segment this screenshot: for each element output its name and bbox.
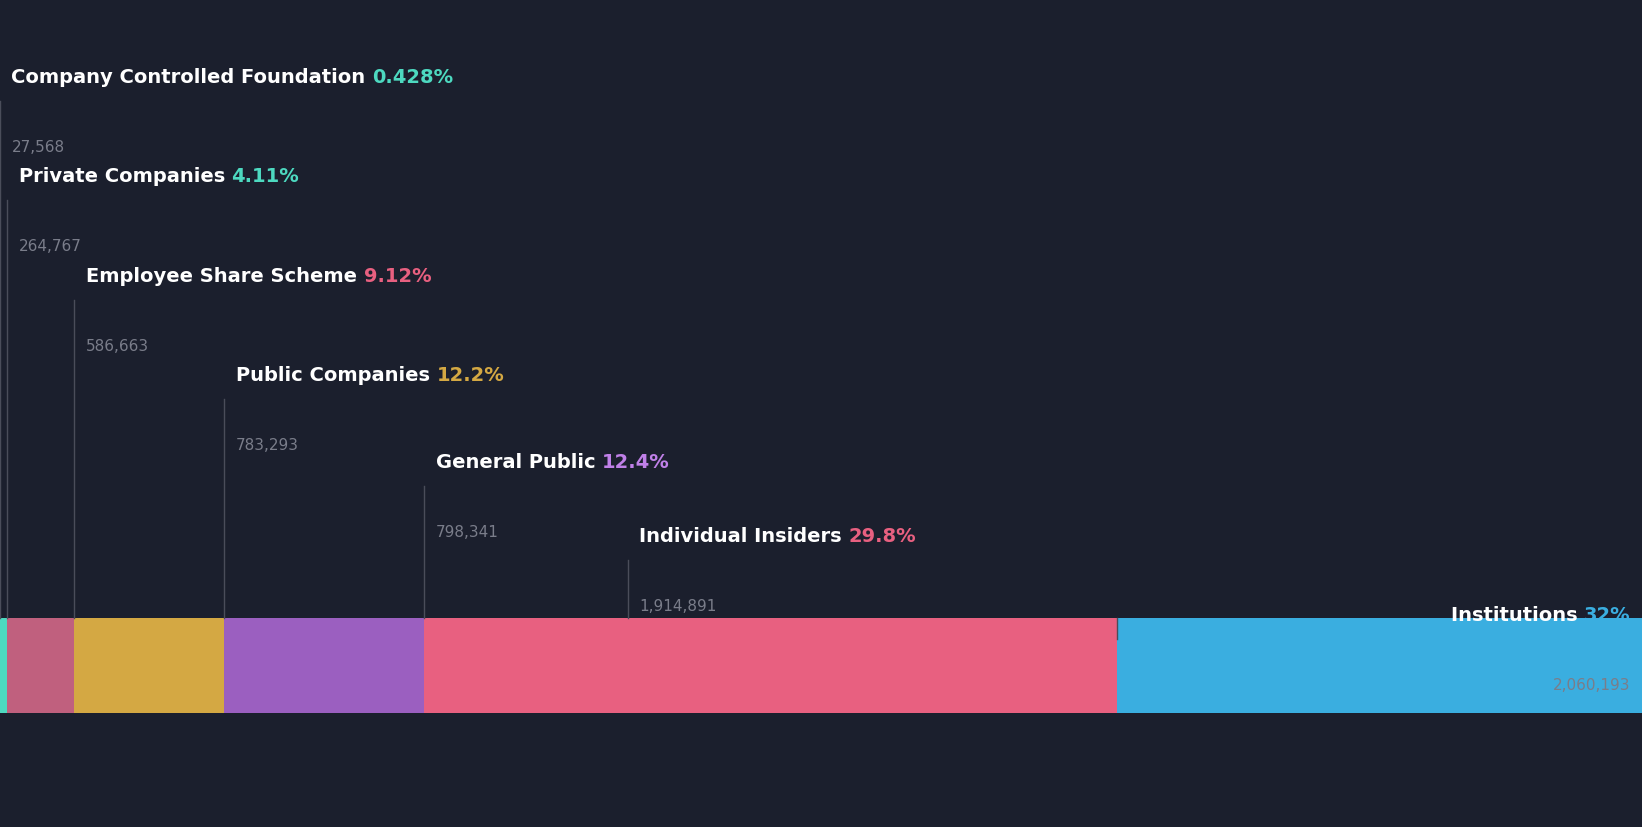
Text: 2,060,193: 2,060,193 (1553, 677, 1631, 692)
Text: 32%: 32% (1585, 605, 1631, 624)
Text: 1,914,891: 1,914,891 (639, 599, 716, 614)
Text: 12.2%: 12.2% (437, 366, 504, 385)
Text: Employee Share Scheme: Employee Share Scheme (85, 266, 365, 285)
Bar (627, 618, 1117, 713)
Bar (74, 618, 225, 713)
Text: Company Controlled Foundation: Company Controlled Foundation (11, 68, 373, 87)
Text: Institutions: Institutions (1450, 605, 1585, 624)
Text: Private Companies: Private Companies (18, 167, 232, 186)
Text: 586,663: 586,663 (85, 338, 149, 353)
Text: Public Companies: Public Companies (236, 366, 437, 385)
Text: 264,767: 264,767 (18, 239, 82, 254)
Bar (424, 618, 627, 713)
Text: 29.8%: 29.8% (849, 527, 916, 546)
Text: General Public: General Public (435, 452, 603, 471)
Text: Individual Insiders: Individual Insiders (639, 527, 849, 546)
Text: 12.4%: 12.4% (603, 452, 670, 471)
Bar (0, 618, 7, 713)
Text: 27,568: 27,568 (11, 140, 64, 155)
Text: 0.428%: 0.428% (373, 68, 453, 87)
Bar (7, 618, 74, 713)
Bar (225, 618, 424, 713)
Bar (1117, 618, 1642, 713)
Text: 783,293: 783,293 (236, 437, 299, 452)
Text: 798,341: 798,341 (435, 524, 499, 539)
Text: 9.12%: 9.12% (365, 266, 432, 285)
Text: 4.11%: 4.11% (232, 167, 299, 186)
